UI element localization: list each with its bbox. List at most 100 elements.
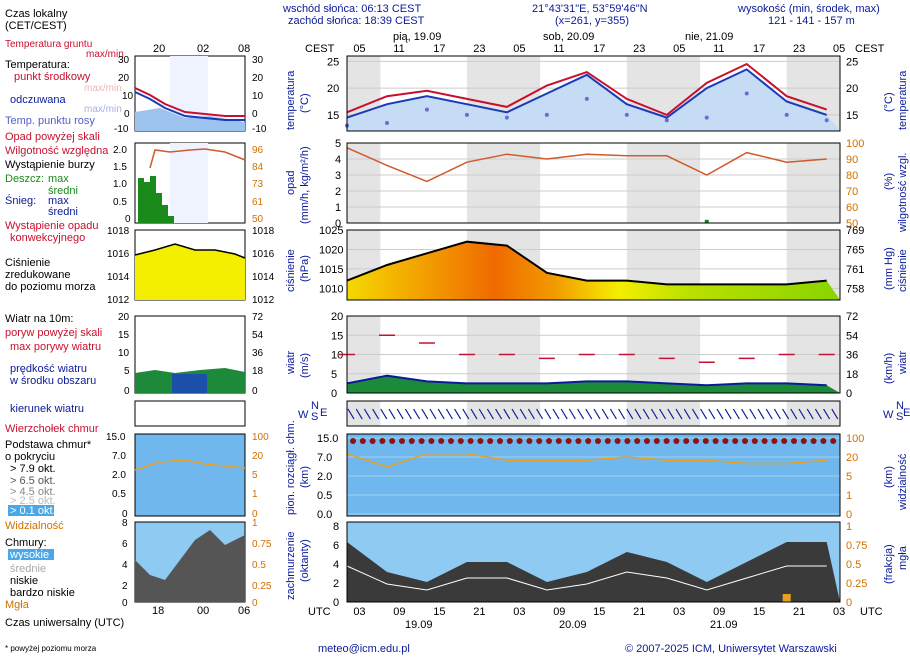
cb-tick-right-1: 20: [846, 452, 858, 464]
wind-right-unit: (km/h): [883, 353, 895, 384]
cloud-top-dot-30: [644, 438, 650, 444]
wind-panel: 20 72 15 54 10 36 5 18 0 0: [331, 311, 858, 400]
lt-cl-l-2: 4: [122, 560, 128, 571]
legend-wind-dir: kierunek wiatru: [10, 403, 84, 415]
cloud-top-dot-47: [810, 438, 817, 444]
wind-arrow-6: [396, 408, 404, 420]
cloud-top-dot-44: [781, 438, 788, 444]
cb-tick-left-2: 2.0: [317, 471, 332, 483]
lt-wd-r-1: 54: [252, 330, 264, 341]
lt-pr-l-0: 2.0: [113, 145, 127, 156]
legend-pressure-1: Ciśnienie: [5, 257, 50, 269]
fog-bar-11: [782, 594, 791, 602]
dew-point-10: [744, 91, 749, 96]
cl-tick-left-4: 0: [333, 597, 339, 609]
compass-n-left: N: [311, 400, 319, 412]
lt-cb-l-1: 7.0: [112, 451, 126, 462]
top-hour-ticks: 05 11 17 23 05 11 17 23 05 11 17 23 05: [353, 43, 845, 55]
wind-tick-right-4: 0: [846, 388, 852, 400]
cb-frame: [346, 433, 841, 517]
utc-label-right: UTC: [860, 606, 883, 618]
compass-e-left: E: [320, 407, 327, 419]
lt-cl-r-0: 1: [252, 518, 258, 529]
legend-ground-temp: Temperatura gruntu: [5, 39, 92, 50]
precip-left-unit: (mm/h, kg/m²/h): [299, 146, 311, 224]
lt-cl-l-0: 8: [122, 518, 128, 529]
cloud-cover-panel: 8 1 6 0.75 4 0.5 2 0.25 0 0: [333, 521, 867, 609]
coords-text: 21°43'31"E, 53°59'46"N: [532, 3, 648, 15]
night-band-precip-3: [786, 143, 840, 223]
legend-rain-bar-1: [138, 178, 144, 223]
legend-panel-cloud-base: [134, 433, 246, 517]
legend-clouds: Chmury:: [5, 537, 47, 549]
wind-line: [346, 374, 827, 387]
legend-panel-wind-dir: [134, 400, 246, 427]
legend-cloud-base-2: o pokryciu: [5, 451, 55, 463]
wind-arrow-12: [445, 408, 453, 420]
press-tick-left-2: 1015: [319, 264, 343, 276]
bottom-hour-4: 03: [513, 606, 525, 618]
lt-cl-r-1: 0.75: [252, 539, 272, 550]
legend-storm: Wystąpienie burzy: [5, 159, 95, 171]
precip-left-title: opad: [285, 171, 297, 195]
cl-tick-right-3: 0.25: [846, 578, 867, 590]
lt-ps-r-1: 1016: [252, 249, 275, 260]
lt-pr-r-4: 50: [252, 214, 264, 225]
cloud-top-dot-20: [546, 438, 552, 444]
lt-ps-l-1: 1016: [107, 249, 130, 260]
legend-pressure-2: zredukowane: [5, 269, 70, 281]
wind-tick-left-4: 0: [331, 388, 337, 400]
date-label-20: 20.09: [559, 619, 587, 631]
dew-point-5: [544, 112, 549, 117]
wind-left-title: wiatr: [285, 350, 297, 375]
cloud-top-dot-5: [399, 438, 405, 444]
legend-okt-45: > 4.5 okt.: [10, 486, 56, 498]
cloud-top-dot-14: [487, 438, 494, 444]
cloud-top-dot-13: [477, 438, 484, 444]
legend-high: wysokie: [9, 549, 49, 561]
rain-bar-9: [704, 219, 709, 223]
footer-email[interactable]: meteo@icm.edu.pl: [318, 643, 410, 655]
bottom-hour-10: 15: [753, 606, 765, 618]
cloud-top-dot-40: [742, 438, 748, 444]
cloud-top-dot-32: [663, 438, 670, 444]
bottom-hour-0: 03: [353, 606, 365, 618]
legend-dew-point: Temp. punktu rosy: [5, 115, 95, 127]
cl-frame: [346, 521, 841, 603]
lt-wd-l-1: 15: [118, 330, 130, 341]
wind-arrow-32: [609, 408, 617, 420]
legend-humidity-line: [149, 148, 246, 169]
lt-cb-r-1: 20: [252, 451, 264, 462]
lt-ps-r-3: 1012: [252, 295, 275, 306]
legend-utc-label: Czas uniwersalny (UTC): [5, 617, 124, 629]
sunset-text: zachód słońca: 18:39 CEST: [288, 15, 425, 27]
compass-s-left: S: [311, 411, 318, 423]
wind-arrow-15: [470, 408, 478, 420]
panel-bg-precip: [347, 143, 840, 223]
top-hour-7: 23: [633, 43, 645, 55]
wind-arrow-45: [716, 408, 724, 420]
wind-arrow-59: [831, 408, 839, 420]
wind-arrow-19: [503, 408, 511, 420]
wind-arrow-47: [732, 408, 740, 420]
lt-cl-r-3: 0.25: [252, 581, 272, 592]
press-frame: [346, 229, 841, 301]
cb-right-title: widzialność: [897, 453, 909, 511]
wind-arrow-37: [650, 408, 658, 420]
cl-right-unit: (frakcja): [883, 544, 895, 584]
lt-ps-r-2: 1014: [252, 272, 275, 283]
legend-cloud-base-1: Podstawa chmur*: [5, 439, 92, 451]
wind-arrow-35: [634, 408, 642, 420]
lt-pr-r-1: 84: [252, 162, 264, 173]
legend-humidity: Wilgotność względna: [5, 145, 109, 157]
legend-feels-like: odczuwana: [10, 94, 67, 106]
temperature-line: [346, 62, 828, 117]
precip-tick-right-3: 70: [846, 186, 858, 198]
legend-temp-line: [134, 87, 245, 117]
bottom-hour-12: 03: [833, 606, 845, 618]
day-label-fri: pią, 19.09: [393, 31, 441, 43]
wind-arrow-38: [659, 408, 667, 420]
legend-mini-ticks: 30 20 10 0 -10 30 20 10 0 -10 2.0 1.5 1.…: [106, 55, 275, 609]
legend-very-low: bardzo niskie: [10, 587, 75, 599]
temp-right-unit: (°C): [883, 92, 895, 112]
